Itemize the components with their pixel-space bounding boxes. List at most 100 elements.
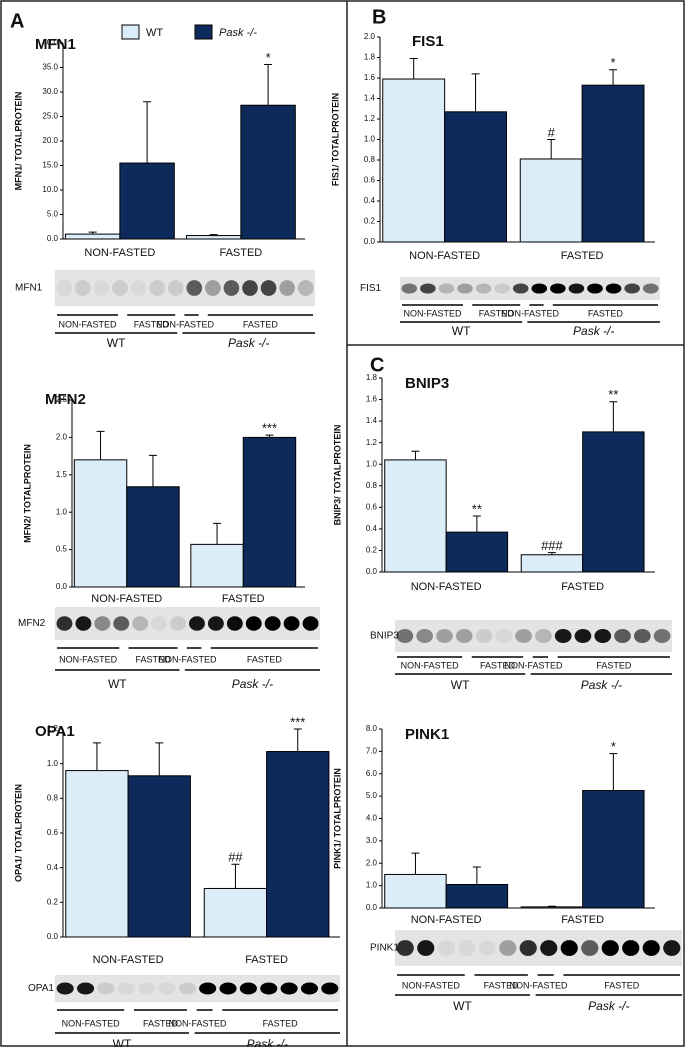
blot-band [634, 628, 651, 644]
blot-band [550, 283, 566, 294]
genotype-label: Pask -/- [573, 324, 614, 338]
x-tick-label: FASTED [245, 954, 288, 966]
x-tick-label: NON-FASTED [84, 247, 155, 259]
y-tick-label: 0.6 [364, 176, 376, 185]
y-tick-label: 0.8 [47, 793, 59, 802]
chart-title: OPA1 [35, 723, 75, 740]
bar [266, 751, 330, 938]
blot-band [300, 982, 319, 995]
legend-swatch [121, 24, 140, 40]
bar [582, 431, 645, 573]
blot-band [283, 616, 300, 631]
blot-band [56, 280, 73, 296]
y-tick-label: 0.6 [366, 502, 378, 511]
blot-band [457, 283, 473, 294]
group-label: FASTED [596, 660, 632, 670]
blot-band [76, 982, 95, 995]
group-label: FASTED [143, 1018, 179, 1028]
group-label: NON-FASTED [156, 319, 215, 329]
y-tick-label: 15.0 [42, 161, 58, 170]
blot-band [535, 628, 552, 644]
blot-band [279, 280, 295, 296]
blot-band [239, 982, 257, 995]
y-axis-label: FIS1/ TOTALPROTEIN [330, 93, 340, 186]
y-tick-label: 20.0 [42, 136, 58, 145]
blot-image [400, 277, 660, 300]
blot-band [138, 982, 156, 995]
group-label: FASTED [263, 1018, 299, 1028]
bar [126, 486, 180, 588]
y-tick-label: 0.8 [366, 481, 378, 490]
x-tick-label: NON-FASTED [411, 581, 482, 593]
bar [445, 531, 509, 573]
y-tick-label: 1.4 [364, 94, 376, 103]
blot-band [574, 628, 592, 644]
group-label: NON-FASTED [168, 1018, 227, 1028]
y-tick-label: 2.0 [364, 32, 376, 41]
error-bar [92, 742, 101, 771]
group-label: FASTED [480, 660, 516, 670]
blot-band [75, 280, 91, 296]
bar [384, 873, 447, 909]
genotype-label: WT [113, 1037, 132, 1047]
blot-band [260, 280, 277, 296]
blot-band [624, 283, 640, 294]
bar [445, 884, 509, 909]
y-tick-label: 30.0 [42, 87, 58, 96]
group-label: FASTED [243, 319, 279, 329]
significance-label: * [611, 55, 616, 70]
y-tick-label: 0.0 [47, 932, 59, 941]
group-label: FASTED [136, 654, 172, 664]
blot-label: OPA1 [28, 983, 54, 994]
significance-label: * [266, 50, 271, 65]
error-bar [609, 401, 618, 432]
y-tick-label: 0.0 [366, 903, 378, 912]
blot-band [581, 940, 599, 956]
error-bar [411, 852, 420, 875]
y-tick-label: 0.4 [366, 524, 378, 533]
y-tick-label: 0.5 [56, 545, 68, 554]
blot-band [149, 280, 165, 296]
blot-band [93, 280, 110, 296]
bar [242, 436, 297, 588]
genotype-label: Pask -/- [232, 677, 273, 691]
blot-band [113, 616, 130, 631]
blot-band [519, 940, 537, 956]
blot-band [458, 940, 476, 956]
blot-band [158, 982, 176, 995]
y-tick-label: 0.0 [56, 582, 68, 591]
blot-band [416, 628, 433, 644]
blot-band [94, 616, 111, 631]
blot-band [653, 628, 671, 644]
y-tick-label: 1.2 [366, 438, 378, 447]
genotype-label: Pask -/- [581, 678, 622, 692]
blot-band [205, 280, 221, 296]
error-bar [547, 139, 556, 159]
significance-label: *** [262, 421, 277, 436]
blot-band [151, 616, 168, 631]
blot-band [297, 280, 314, 296]
significance-label: ** [608, 387, 618, 402]
error-bar [155, 742, 164, 776]
blot-band [75, 616, 92, 631]
group-label: FASTED [604, 980, 640, 990]
y-tick-label: 0.0 [364, 237, 376, 246]
y-tick-label: 2.0 [56, 433, 68, 442]
y-tick-label: 10.0 [42, 185, 58, 194]
blot-band [280, 982, 298, 995]
blot-band [495, 628, 513, 644]
blot-band [601, 940, 619, 956]
significance-label: ** [472, 501, 482, 516]
y-tick-label: 0.6 [47, 828, 59, 837]
blot-band [568, 283, 585, 294]
legend-label: WT [146, 27, 163, 39]
error-bar [96, 430, 105, 460]
blot-band [540, 940, 558, 956]
blot-band [189, 616, 205, 631]
group-label: NON-FASTED [403, 308, 462, 318]
bar [203, 887, 268, 938]
bar [581, 84, 645, 243]
x-tick-label: FASTED [561, 581, 604, 593]
blot-band [531, 283, 548, 294]
genotype-label: WT [107, 336, 126, 350]
